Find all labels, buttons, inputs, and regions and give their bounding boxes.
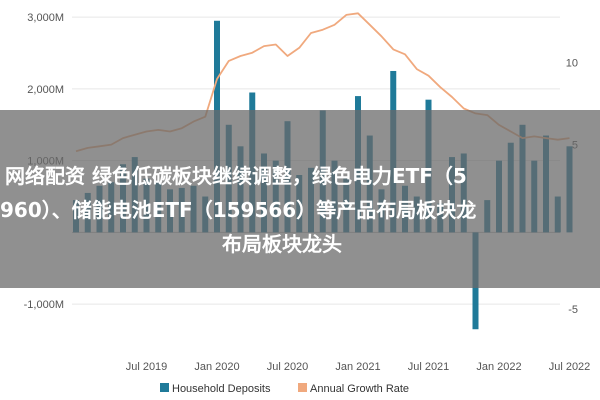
x-tick-label: Jan 2021	[335, 361, 380, 373]
x-tick-label: Jul 2021	[408, 361, 450, 373]
x-tick-label: Jul 2019	[126, 361, 168, 373]
x-tick-label: Jul 2020	[267, 361, 309, 373]
headline-line-3: 布局板块龙头	[222, 232, 342, 256]
headline-line-1: 网络配资 绿色低碳板块继续调整，绿色电力ETF（5	[5, 164, 467, 188]
y-left-tick-label: 3,000M	[27, 12, 64, 24]
x-tick-label: Jan 2020	[194, 361, 239, 373]
y-right-tick-label: -5	[568, 304, 578, 316]
legend-label-household-deposits: Household Deposits	[172, 383, 271, 395]
headline-overlay: 网络配资 绿色低碳板块继续调整，绿色电力ETF（5 960）、储能电池ETF（1…	[0, 110, 600, 288]
y-left-tick-label: 2,000M	[27, 84, 64, 96]
y-right-tick-label: 10	[566, 58, 578, 70]
x-tick-labels: Jul 2019 Jan 2020 Jul 2020 Jan 2021 Jul 2021…	[126, 361, 591, 373]
headline-line-2: 960）、储能电池ETF（159566）等产品布局板块龙	[0, 198, 477, 222]
legend-swatch-household-deposits	[160, 383, 169, 392]
x-tick-label: Jan 2022	[476, 361, 521, 373]
legend-swatch-annual-growth-rate	[298, 383, 307, 392]
x-tick-label: Jul 2022	[549, 361, 591, 373]
legend: Household Deposits Annual Growth Rate	[160, 383, 409, 395]
y-left-tick-label: -1,000M	[24, 299, 64, 311]
legend-label-annual-growth-rate: Annual Growth Rate	[310, 383, 409, 395]
